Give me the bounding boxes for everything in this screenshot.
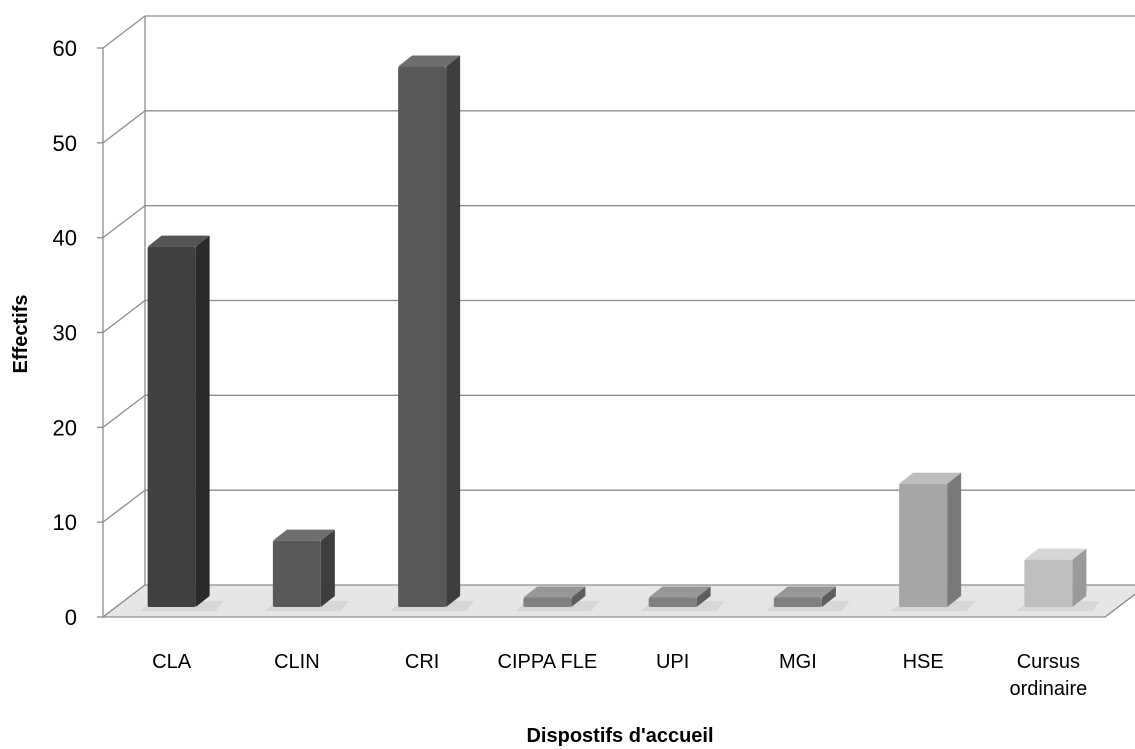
x-tick-label: UPI (656, 651, 689, 673)
x-tick-label: MGI (779, 651, 817, 673)
bar-side (446, 55, 461, 607)
gridline-depth (102, 489, 146, 523)
bar-top (147, 235, 210, 247)
x-axis-title: Dispostifs d'accueil (526, 725, 713, 747)
y-tick-label: 60 (53, 36, 77, 61)
bar-front (272, 540, 321, 607)
bar-front (899, 483, 948, 607)
bar (515, 586, 600, 611)
gridline-depth (102, 394, 146, 428)
bar-side (1072, 548, 1087, 607)
bar (640, 586, 725, 611)
bar-side (320, 529, 335, 607)
y-tick-label: 40 (53, 226, 77, 251)
bar-top (272, 529, 335, 541)
bar-side (821, 586, 836, 607)
y-tick-label: 50 (53, 131, 77, 156)
bar (139, 235, 224, 611)
bar-top (773, 586, 836, 598)
bar-top (1024, 548, 1087, 560)
x-tick-label: CLIN (274, 651, 320, 673)
gridlines (102, 15, 1135, 618)
bar-side (571, 586, 586, 607)
bar-top (523, 586, 586, 598)
bar-front (147, 246, 196, 607)
x-tick-label: CRI (405, 651, 439, 673)
x-tick-label: CIPPA FLE (498, 651, 598, 673)
x-tick-label: HSE (903, 651, 944, 673)
bar-side (696, 586, 711, 607)
bar (891, 472, 976, 611)
gridline-depth (102, 110, 146, 144)
floor-outline (101, 584, 1135, 618)
bar-top (398, 55, 461, 67)
bar-top (648, 586, 711, 598)
gridline-depth (102, 299, 146, 334)
bar-front (523, 597, 572, 607)
y-axis-title: Effectifs (10, 295, 32, 374)
bar (1016, 548, 1101, 611)
bar (765, 586, 850, 611)
chart-floor (101, 584, 1135, 618)
bar (390, 55, 475, 611)
y-tick-label: 10 (53, 510, 77, 535)
x-tick-label: CLA (152, 651, 192, 673)
gridline-depth (102, 205, 146, 239)
bar-top (899, 472, 962, 484)
bar-side (947, 472, 962, 607)
bar-front (773, 597, 822, 607)
bar (264, 529, 349, 611)
bars (139, 55, 1101, 611)
bar-front (648, 597, 697, 607)
bar-front (398, 66, 447, 607)
gridline-depth (102, 15, 146, 49)
y-tick-label: 20 (53, 415, 77, 440)
bar-front (1024, 559, 1073, 607)
floor-plane (103, 585, 1135, 617)
x-tick-label: Cursus (1017, 651, 1080, 673)
y-tick-label: 30 (53, 321, 77, 346)
bar-side (195, 235, 210, 607)
x-axis-ticks: CLA CLIN CRI CIPPA FLE UPI MGI HSE Cursus ordina… (152, 651, 1087, 700)
y-axis-ticks: 0 10 20 30 40 50 60 (53, 36, 103, 630)
x-tick-label: ordinaire (1009, 678, 1087, 700)
y-tick-label: 0 (65, 605, 77, 630)
